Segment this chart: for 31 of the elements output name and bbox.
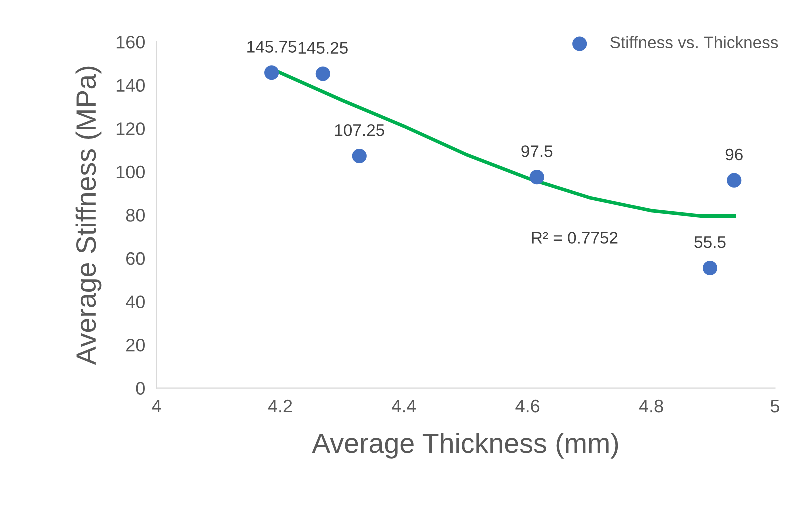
data-label: 145.25 [298,42,348,54]
data-label: 145.75 [248,41,297,53]
y-tick-label: 60 [126,252,145,266]
point [727,173,742,188]
y-tick-label: 160 [116,36,145,49]
point [264,66,280,80]
y-tick-label: 100 [116,166,145,179]
data-label: 107.25 [335,124,384,136]
data-label: 96 [726,148,743,161]
data-label: 55.5 [694,236,726,248]
y-tick-label: 140 [116,79,145,92]
legend-label: Stiffness vs. Thickness [610,36,778,49]
x-tick-label: 4.8 [639,400,664,413]
y-tick-label: 40 [126,296,145,308]
point [702,260,718,276]
x-tick-label: 4.6 [516,400,540,413]
y-tick-label: 120 [116,122,145,136]
annotation: R² = 0.7752 [532,232,618,244]
x-tick-label: 5 [770,400,780,413]
point [316,66,330,82]
y-axis-title: Average Stiffness (MPa) [76,66,102,366]
x-tick-label: 4.4 [392,400,416,413]
x-tick-label: 4.2 [268,400,292,413]
y-tick-label: 0 [136,382,145,396]
point [352,148,367,164]
x-tick-label: 4 [152,400,162,413]
y-tick-label: 80 [126,209,145,222]
y-tick-label: 20 [126,338,145,352]
point [530,170,544,185]
x-axis-title: Average Thickness (mm) [312,432,618,459]
data-label: 97.5 [522,146,553,158]
